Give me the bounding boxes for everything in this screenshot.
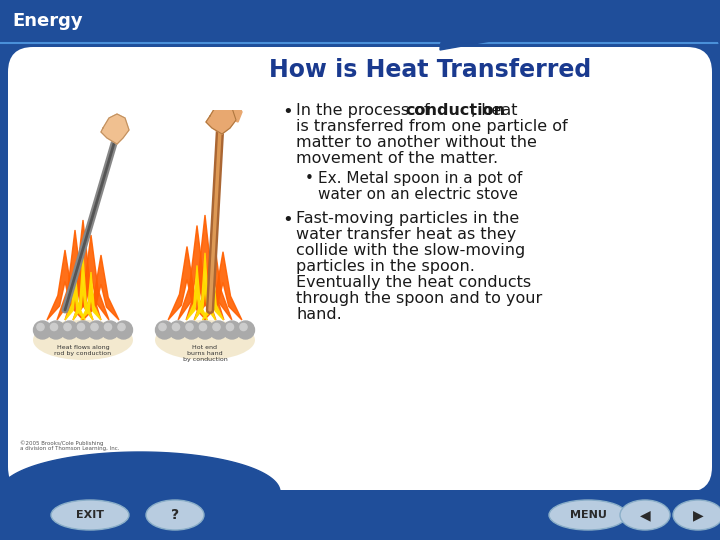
Circle shape	[182, 321, 200, 339]
Circle shape	[226, 323, 233, 330]
Text: MENU: MENU	[570, 510, 606, 520]
Text: hand.: hand.	[296, 307, 342, 322]
Polygon shape	[186, 265, 207, 320]
Polygon shape	[228, 104, 242, 122]
Text: through the spoon and to your: through the spoon and to your	[296, 291, 542, 306]
Text: movement of the matter.: movement of the matter.	[296, 151, 498, 166]
Polygon shape	[83, 255, 119, 320]
Polygon shape	[194, 253, 215, 320]
Ellipse shape	[51, 500, 129, 530]
Circle shape	[210, 321, 228, 339]
Circle shape	[74, 321, 92, 339]
Text: conduction: conduction	[405, 103, 505, 118]
Polygon shape	[0, 452, 280, 540]
Ellipse shape	[549, 500, 627, 530]
Circle shape	[223, 321, 241, 339]
Bar	[0, 490, 720, 540]
Text: water transfer heat as they: water transfer heat as they	[296, 227, 516, 242]
Circle shape	[78, 323, 85, 330]
Polygon shape	[73, 256, 93, 320]
Text: •: •	[282, 211, 293, 229]
Ellipse shape	[620, 500, 670, 530]
Polygon shape	[47, 250, 83, 320]
Text: •: •	[305, 171, 314, 186]
Circle shape	[37, 323, 44, 330]
Polygon shape	[57, 230, 93, 320]
Polygon shape	[186, 215, 224, 320]
Circle shape	[64, 323, 71, 330]
Circle shape	[88, 321, 106, 339]
Circle shape	[196, 321, 214, 339]
Text: , heat: , heat	[471, 103, 518, 118]
Text: ◀: ◀	[639, 508, 650, 522]
Polygon shape	[204, 252, 242, 320]
Text: Eventually the heat conducts: Eventually the heat conducts	[296, 275, 531, 290]
Polygon shape	[65, 220, 101, 320]
Circle shape	[156, 321, 174, 339]
Text: EXIT: EXIT	[76, 510, 104, 520]
Text: Heat flows along
rod by conduction: Heat flows along rod by conduction	[55, 345, 112, 356]
Polygon shape	[101, 114, 129, 144]
Ellipse shape	[146, 500, 204, 530]
Circle shape	[240, 323, 247, 330]
Circle shape	[34, 321, 52, 339]
Text: water on an electric stove: water on an electric stove	[318, 187, 518, 202]
Polygon shape	[81, 272, 101, 320]
Polygon shape	[65, 268, 85, 320]
Text: •: •	[282, 103, 293, 121]
Circle shape	[159, 323, 166, 330]
Text: Ex. Metal spoon in a pot of: Ex. Metal spoon in a pot of	[318, 171, 522, 186]
Circle shape	[101, 321, 119, 339]
Ellipse shape	[673, 500, 720, 530]
FancyBboxPatch shape	[8, 47, 712, 492]
Text: matter to another without the: matter to another without the	[296, 135, 537, 150]
Circle shape	[47, 321, 65, 339]
Polygon shape	[73, 235, 109, 320]
Circle shape	[213, 323, 220, 330]
Polygon shape	[194, 231, 232, 320]
Ellipse shape	[33, 320, 133, 360]
Circle shape	[91, 323, 98, 330]
Polygon shape	[168, 246, 206, 320]
Circle shape	[104, 323, 112, 330]
Polygon shape	[178, 226, 216, 320]
Ellipse shape	[155, 320, 255, 360]
Circle shape	[118, 323, 125, 330]
Text: ?: ?	[171, 508, 179, 522]
Text: ▶: ▶	[693, 508, 703, 522]
Text: collide with the slow-moving: collide with the slow-moving	[296, 243, 526, 258]
Text: In the process of: In the process of	[296, 103, 435, 118]
Text: particles in the spoon.: particles in the spoon.	[296, 259, 475, 274]
Polygon shape	[206, 102, 236, 134]
Text: Fast-moving particles in the: Fast-moving particles in the	[296, 211, 519, 226]
Text: Hot end
burns hand
by conduction: Hot end burns hand by conduction	[183, 345, 228, 362]
Polygon shape	[440, 0, 720, 50]
Circle shape	[199, 323, 207, 330]
Circle shape	[50, 323, 58, 330]
Circle shape	[169, 321, 187, 339]
Polygon shape	[202, 269, 223, 320]
Text: Energy: Energy	[12, 12, 83, 30]
Circle shape	[186, 323, 193, 330]
Bar	[0, 0, 720, 42]
Circle shape	[114, 321, 132, 339]
Circle shape	[60, 321, 78, 339]
Text: How is Heat Transferred: How is Heat Transferred	[269, 58, 591, 82]
Text: is transferred from one particle of: is transferred from one particle of	[296, 119, 567, 134]
Circle shape	[236, 321, 254, 339]
Text: ©2005 Brooks/Cole Publishing
a division of Thomson Learning, Inc.: ©2005 Brooks/Cole Publishing a division …	[20, 440, 120, 451]
Circle shape	[172, 323, 179, 330]
